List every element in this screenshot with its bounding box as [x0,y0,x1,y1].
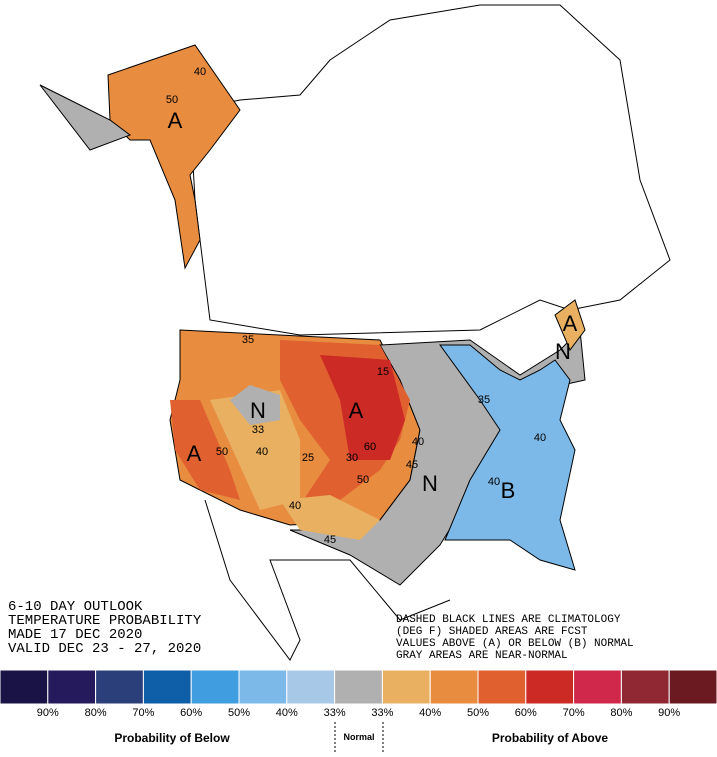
legend-swatch [334,669,383,705]
mexico [204,499,451,661]
legend-swatch [620,669,670,705]
outlook-line: VALID DEC 23 - 27, 2020 [8,641,201,657]
region-letter: N [422,471,438,496]
legend-swatch [190,669,240,705]
maine [554,299,586,351]
contour-label: 50 [357,474,369,486]
alaska [107,44,241,270]
contour-label: 45 [324,534,336,546]
below-title: Probability of Below [114,731,230,745]
contour-label: 40 [534,432,546,444]
outlook-line: 6-10 DAY OUTLOOK [8,599,143,615]
region-letter: A [168,108,183,133]
plains-red [320,355,405,460]
legend-label: 80% [610,707,632,719]
nevada-gray [230,385,280,425]
notes: DASHED BLACK LINES ARE CLIMATOLOGY (DEG … [396,614,634,662]
contour-label: 40 [289,500,301,512]
legend-label: 40% [276,707,298,719]
legend-swatch [47,669,97,705]
note-line: GRAY AREAS ARE NEAR-NORMAL [396,650,568,662]
contour-label: 40 [256,446,268,458]
contour-label: 35 [478,394,490,406]
contour-label: 25 [302,452,314,464]
outlook-line: TEMPERATURE PROBABILITY [8,613,202,629]
legend-swatch [95,669,144,705]
legend-label: 33% [371,707,393,719]
contour-label: 33 [252,424,264,436]
legend-label: 33% [324,707,346,719]
legend-swatch [0,669,49,705]
contour-label: 45 [406,459,418,471]
california-orange [170,400,240,500]
contour-label: 50 [216,446,228,458]
legend-label: 70% [132,707,154,719]
legend-swatch [668,669,717,705]
map [39,4,671,661]
contour-label: 15 [377,366,389,378]
contour-label: 40 [194,66,206,78]
contour-label: 30 [346,452,358,464]
legend-label: 90% [37,707,59,719]
above-title: Probability of Above [492,731,609,745]
legend-label: 70% [563,707,585,719]
legend-swatch [573,669,622,705]
note-line: DASHED BLACK LINES ARE CLIMATOLOGY [396,614,621,626]
outlook-text: 6-10 DAY OUTLOOK TEMPERATURE PROBABILITY… [8,599,202,657]
usa-east-blue [439,344,576,571]
contour-label: 50 [166,94,178,106]
legend-label: 60% [180,707,202,719]
legend-label: 50% [467,707,489,719]
texas-tan [280,495,380,540]
contour-label: 40 [488,476,500,488]
note-line: VALUES ABOVE (A) OR BELOW (B) NORMAL [396,638,634,650]
region-letter: B [501,478,516,503]
legend-label: 60% [515,707,537,719]
region-letter: N [555,339,571,364]
region-letter: A [187,441,202,466]
legend-swatch [477,669,527,705]
legend-swatch [286,669,336,705]
legend-swatch [525,669,575,705]
legend-label: 50% [228,707,250,719]
contour-label: 35 [242,334,254,346]
legend-swatch [429,669,479,705]
canada [189,4,671,336]
legend-label: 90% [658,707,680,719]
legend-swatch [238,669,288,705]
legend-label: 80% [85,707,107,719]
legend-swatch [142,669,192,705]
note-line: (DEG F) SHADED AREAS ARE FCST [396,626,588,638]
contour-label: 40 [412,436,424,448]
region-letter: N [250,398,266,423]
contour-label: 60 [364,441,376,453]
legend-swatch [381,669,431,705]
normal-title: Normal [343,732,374,742]
alaska-peninsula [39,84,132,151]
region-letter: A [349,398,364,423]
outlook-line: MADE 17 DEC 2020 [8,627,142,643]
region-letter: A [563,311,578,336]
legend-label: 40% [419,707,441,719]
